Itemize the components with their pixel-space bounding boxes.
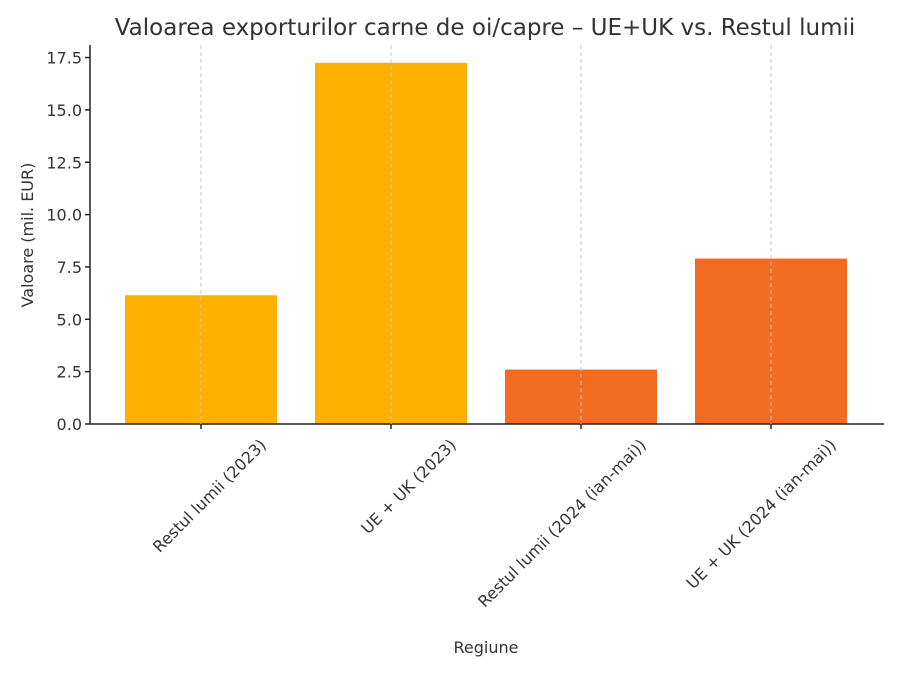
y-axis-ticks: 0.0 2.5 5.0 7.5 10.0 12.5 15.0 17.5 — [46, 49, 90, 434]
y-tick-label-4: 7.5 — [57, 258, 82, 277]
grid-lines — [200, 45, 772, 424]
y-tick-label-3: 5.0 — [57, 310, 82, 329]
bars — [125, 62, 847, 425]
x-tick-label-2: UE + UK (2023) — [357, 435, 459, 537]
x-axis-ticks: Restul lumii (2023) UE + UK (2023) Restul … — [149, 424, 840, 611]
chart-title: Valoarea exporturilor carne de oi/capre … — [115, 15, 856, 41]
y-tick-label-5: 10.0 — [46, 206, 82, 225]
x-axis-label: Regiune — [454, 638, 519, 657]
x-tick-label-4: UE + UK (2024 (ian-mai)) — [683, 435, 840, 592]
x-tick-label-3: Restul lumii (2024 (ian-mai)) — [474, 435, 650, 611]
y-tick-label-8: 17.5 — [46, 49, 82, 68]
x-tick-label-1: Restul lumii (2023) — [149, 435, 270, 556]
y-tick-label-7: 15.0 — [46, 101, 82, 120]
y-tick-label-2: 2.5 — [57, 363, 82, 382]
y-tick-label-1: 0.0 — [57, 415, 82, 434]
y-tick-label-6: 12.5 — [46, 153, 82, 172]
y-axis-label: Valoare (mil. EUR) — [18, 163, 37, 308]
